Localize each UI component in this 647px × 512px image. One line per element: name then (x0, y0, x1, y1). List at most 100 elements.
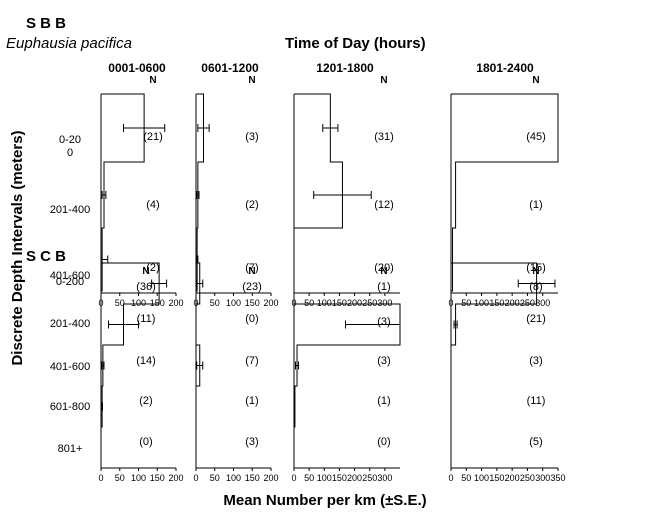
x-axis-label: Mean Number per km (±S.E.) (223, 492, 426, 509)
depth-label-bottom: 201-400 (50, 318, 90, 330)
n-header: N (380, 75, 387, 86)
x-tick-label: 50 (210, 473, 220, 483)
x-tick-label: 50 (115, 473, 125, 483)
x-tick-label: 300 (535, 473, 550, 483)
depth-label-bottom: 0-200 (56, 276, 84, 288)
period-title-0601-1200: 0601-1200 (201, 61, 259, 75)
depth-label-bottom: 801+ (58, 443, 83, 455)
period-title-0001-0600: 0001-0600 (108, 61, 166, 75)
histogram-outline (451, 93, 559, 292)
bar-201-400 (451, 162, 456, 228)
panels: 0001-0600 0601-1200 1201-1800 1801-2400 0-20… (50, 61, 566, 483)
depth-label-top: 201-400 (50, 204, 90, 216)
x-tick-label: 0 (448, 473, 453, 483)
x-tick-label: 50 (210, 298, 220, 308)
n-header: N (380, 266, 387, 277)
x-tick-label: 200 (168, 473, 183, 483)
x-tick-label: 250 (520, 298, 535, 308)
x-tick-label: 150 (150, 298, 165, 308)
x-tick-label: 50 (304, 298, 314, 308)
histogram-outline (100, 262, 160, 466)
species-label: Euphausia pacifica (6, 35, 132, 52)
x-tick-label: 350 (550, 473, 565, 483)
site-label-scb: S C B (26, 248, 66, 265)
n-count: (36) (136, 281, 156, 293)
x-tick-label: 100 (317, 473, 332, 483)
n-count: (20) (374, 262, 394, 274)
x-tick-label: 200 (347, 298, 362, 308)
x-tick-label: 300 (377, 473, 392, 483)
n-count: (11) (137, 313, 156, 325)
n-count: (12) (374, 199, 394, 211)
x-tick-label: 150 (332, 298, 347, 308)
x-tick-label: 0 (193, 473, 198, 483)
n-count: (21) (526, 313, 546, 325)
n-header: N (532, 266, 539, 277)
n-count: (2) (245, 199, 258, 211)
depth-label-top: 0 (67, 147, 73, 159)
histogram-outline (293, 93, 343, 291)
n-count: (1) (377, 281, 390, 293)
x-tick-label: 200 (263, 473, 278, 483)
x-tick-label: 100 (474, 298, 489, 308)
x-tick-label: 150 (150, 473, 165, 483)
n-count: (4) (146, 199, 159, 211)
n-header: N (149, 75, 156, 86)
n-count: (2) (139, 395, 152, 407)
depth-label-top: 401-600 (50, 270, 90, 282)
depth-label-bottom: 401-600 (50, 361, 90, 373)
period-title-1801-2400: 1801-2400 (476, 61, 534, 75)
x-tick-label: 100 (226, 298, 241, 308)
x-tick-label: 100 (226, 473, 241, 483)
n-count: (0) (377, 436, 390, 448)
n-count: (45) (526, 131, 546, 143)
n-header: N (248, 266, 255, 277)
period-title-1201-1800: 1201-1800 (316, 61, 374, 75)
x-tick-label: 300 (377, 298, 392, 308)
n-count: (1) (377, 395, 390, 407)
n-count: (0) (139, 436, 152, 448)
n-header: N (142, 266, 149, 277)
n-count: (3) (377, 355, 390, 367)
x-tick-label: 100 (474, 473, 489, 483)
x-tick-label: 150 (489, 298, 504, 308)
x-tick-label: 250 (362, 473, 377, 483)
n-header: N (532, 75, 539, 86)
x-tick-label: 150 (332, 473, 347, 483)
time-of-day-title: Time of Day (hours) (285, 35, 426, 52)
x-tick-label: 150 (489, 473, 504, 483)
n-count: (3) (529, 355, 542, 367)
n-count: (1) (529, 199, 542, 211)
n-count: (21) (143, 131, 163, 143)
x-tick-label: 100 (131, 473, 146, 483)
n-count: (3) (245, 436, 258, 448)
n-count: (31) (374, 131, 394, 143)
x-tick-label: 0 (291, 473, 296, 483)
x-tick-label: 200 (168, 298, 183, 308)
x-tick-label: 50 (115, 298, 125, 308)
x-tick-label: 50 (304, 473, 314, 483)
n-header: N (248, 75, 255, 86)
n-count: (14) (136, 355, 156, 367)
n-count: (3) (245, 131, 258, 143)
n-count: (11) (527, 395, 546, 407)
x-tick-label: 200 (505, 473, 520, 483)
n-count: (15) (526, 262, 546, 274)
x-tick-label: 100 (317, 298, 332, 308)
depth-label-bottom: 601-800 (50, 401, 90, 413)
depth-label-top: 0-20 (59, 134, 81, 146)
x-tick-label: 200 (263, 298, 278, 308)
site-label-sbb: S B B (26, 15, 66, 32)
n-count: (23) (242, 281, 262, 293)
n-count: (8) (529, 281, 542, 293)
x-tick-label: 150 (245, 473, 260, 483)
n-count: (7) (245, 355, 258, 367)
x-tick-label: 100 (131, 298, 146, 308)
histogram-outline (450, 262, 538, 466)
bar-0-200 (451, 94, 558, 162)
x-tick-label: 250 (362, 298, 377, 308)
n-count: (2) (146, 262, 159, 274)
x-tick-label: 200 (347, 473, 362, 483)
y-axis-label: Discrete Depth Intervals (meters) (9, 130, 26, 365)
